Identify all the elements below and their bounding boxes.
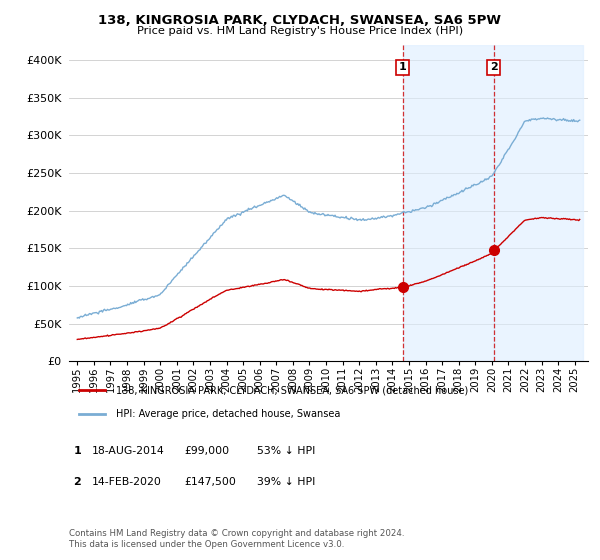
Text: 18-AUG-2014: 18-AUG-2014 (92, 446, 164, 456)
Text: 2: 2 (490, 62, 497, 72)
Bar (494, 45, 583, 361)
Text: 1: 1 (399, 62, 407, 72)
Text: HPI: Average price, detached house, Swansea: HPI: Average price, detached house, Swan… (116, 408, 340, 418)
Text: 14-FEB-2020: 14-FEB-2020 (92, 477, 161, 487)
Text: 2: 2 (74, 477, 81, 487)
Text: Contains HM Land Registry data © Crown copyright and database right 2024.
This d: Contains HM Land Registry data © Crown c… (69, 529, 404, 549)
Text: 53% ↓ HPI: 53% ↓ HPI (257, 446, 315, 456)
Text: £99,000: £99,000 (185, 446, 230, 456)
Text: 1: 1 (74, 446, 81, 456)
Text: £147,500: £147,500 (185, 477, 236, 487)
Text: Price paid vs. HM Land Registry's House Price Index (HPI): Price paid vs. HM Land Registry's House … (137, 26, 463, 36)
Bar (403, 45, 494, 361)
Text: 138, KINGROSIA PARK, CLYDACH, SWANSEA, SA6 5PW (detached house): 138, KINGROSIA PARK, CLYDACH, SWANSEA, S… (116, 385, 468, 395)
Text: 138, KINGROSIA PARK, CLYDACH, SWANSEA, SA6 5PW: 138, KINGROSIA PARK, CLYDACH, SWANSEA, S… (98, 14, 502, 27)
Text: 39% ↓ HPI: 39% ↓ HPI (257, 477, 315, 487)
